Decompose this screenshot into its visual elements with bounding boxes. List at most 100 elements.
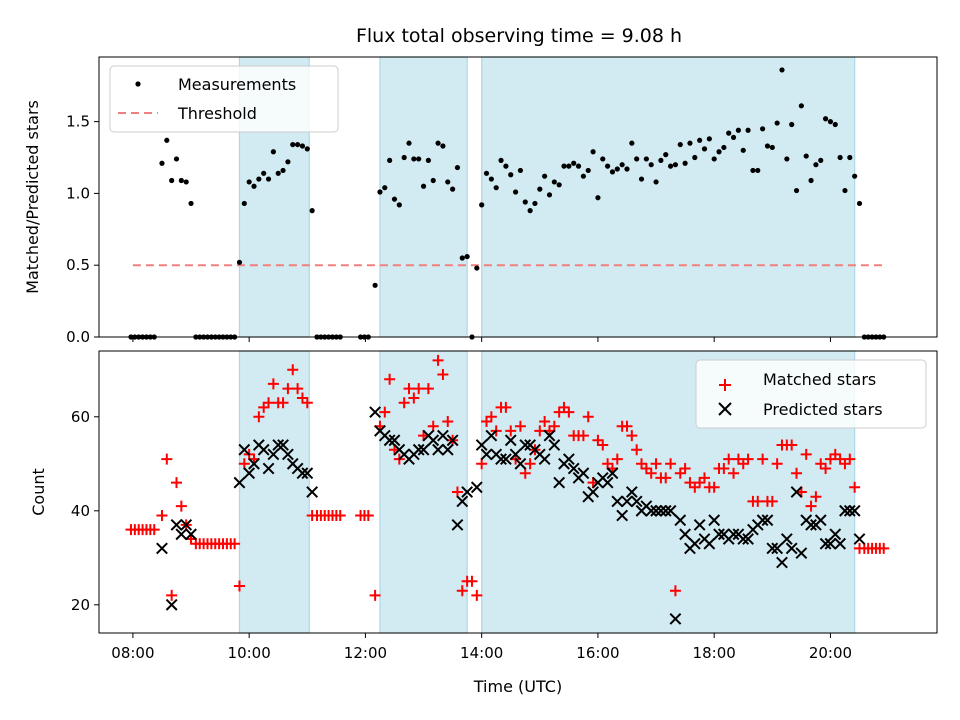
measurement-point [605,163,611,169]
matched-star-point [398,397,410,409]
measurement-point [818,157,824,163]
bottom-legend: Matched stars Predicted stars [695,359,927,429]
predicted-star-point [819,537,832,550]
measurement-point [522,199,528,205]
measurement-point [488,176,494,182]
matched-star-point [786,439,798,451]
measurement-point [764,143,771,149]
matched-star-point [698,472,710,484]
predicted-star-point [654,504,667,517]
predicted-star-point [514,457,527,470]
measurement-point [382,185,388,191]
predicted-star-point [737,533,750,545]
matched-star-point [471,589,483,601]
measurement-point [561,163,567,169]
matched-star-point [292,383,304,395]
matched-star-point [233,580,245,592]
matched-star-point [505,425,517,437]
predicted-star-point [441,443,454,456]
measurement-point [420,183,427,189]
measurement-point [159,160,165,166]
predicted-star-point [780,533,793,545]
x-tick-label: 18:00 [693,644,736,662]
measurement-point [309,208,315,214]
predicted-star-point [296,467,309,480]
matched-star-point [263,397,275,409]
measurement-point [590,149,596,155]
y-tick-label: 60 [71,408,90,426]
predicted-star-point [461,486,474,498]
matched-star-point [684,477,696,489]
measurement-point [856,200,863,207]
predicted-star-point [679,528,692,541]
measurement-point [755,167,761,174]
predicted-star-point [306,486,319,498]
predicted-star-point [761,514,774,527]
measurement-point [295,141,301,148]
predicted-star-point [262,462,275,475]
predicted-star-point [625,486,638,498]
matched-star-point [437,369,449,380]
measurement-point [847,154,853,161]
measurement-point [687,140,693,146]
predicted-star-point [485,429,498,442]
measurement-point [416,156,422,162]
matched-star-point [597,439,609,451]
measurement-point [169,177,175,184]
predicted-star-point [824,537,837,550]
matched-star-point [631,444,643,456]
matched-star-point [282,383,294,395]
matched-star-point [422,383,434,395]
measurement-point [789,121,795,128]
predicted-star-point [766,542,779,555]
matched-star-point [805,500,817,512]
predicted-star-point [446,434,459,447]
matched-star-point [238,458,250,470]
matched-star-point [737,458,749,470]
matched-star-point [229,538,241,550]
top-y-axis-label: Matched/Predicted stars [23,100,42,294]
matched-star-point [427,420,439,432]
matched-star-point [553,406,565,418]
predicted-star-point [538,453,551,466]
predicted-star-point [659,504,672,517]
measurement-point [503,163,509,169]
measurement-point [512,189,519,195]
predicted-star-point [272,439,285,451]
measurement-point [600,156,606,162]
matched-star-point [602,458,614,470]
measurement-point [261,170,267,176]
predicted-star-point [834,537,847,550]
matched-star-point [485,411,497,423]
measurement-point [784,156,790,162]
top-axes-frame [98,56,938,338]
measurement-point [396,202,402,208]
measurement-point [740,147,746,153]
measurement-point [760,126,766,132]
chart-title: Flux total observing time = 9.08 h [356,25,682,47]
matched-star-point [500,401,512,413]
measurement-point [236,259,243,265]
predicted-star-point [233,476,246,489]
predicted-star-point [606,467,619,480]
matched-star-point [369,589,381,601]
matched-star-point [723,453,735,465]
matched-star-point [849,481,861,493]
predicted-star-point [562,453,575,466]
measurement-point [256,176,262,182]
matched-star-point [636,458,648,470]
measurement-point [275,170,281,176]
top-legend: Measurements Threshold [109,65,339,133]
matched-star-point [611,453,623,465]
predicted-star-point [301,467,314,480]
measurement-point [701,146,708,152]
matched-star-point [679,463,691,474]
matched-star-point [844,453,856,465]
matched-star-point [534,425,546,437]
measurement-point [527,208,533,214]
matched-star-point [728,467,740,479]
legend-threshold-label: Threshold [177,104,257,123]
measurement-point [609,169,616,175]
matched-star-point [820,463,832,474]
